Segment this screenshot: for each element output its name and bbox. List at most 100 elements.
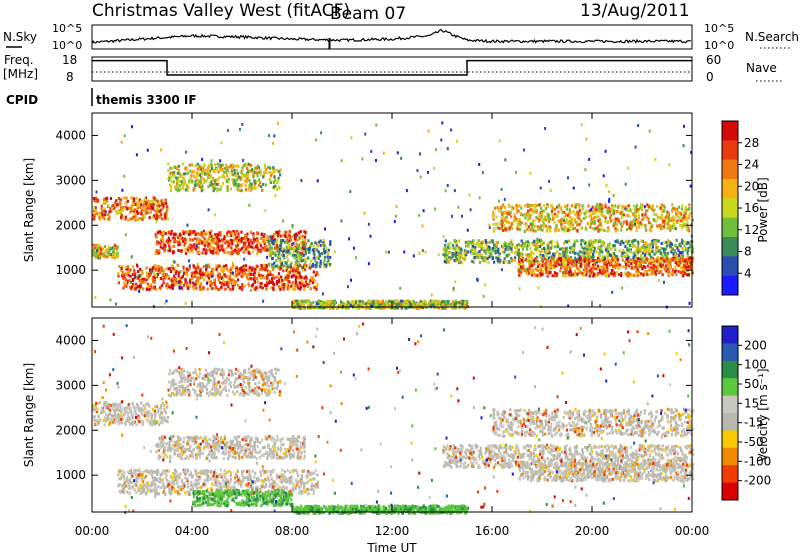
range-cell [208,281,211,285]
range-cell [576,210,579,214]
range-cell [118,200,121,204]
range-cell [629,248,632,252]
range-cell [600,248,603,252]
range-cell [199,276,203,280]
range-cell [576,228,579,232]
sky-left-label: N.Sky [3,30,37,44]
range-cell [211,239,215,243]
range-cell [480,256,483,260]
range-cell [192,271,195,275]
range-cell [260,263,263,267]
range-cell [625,251,628,255]
range-cell [274,184,277,188]
range-cell [210,164,213,167]
range-cell [126,218,130,222]
range-cell [164,198,167,202]
range-cell [163,248,166,252]
range-cell [593,249,596,253]
range-cell [606,253,609,257]
freq-left-tick-bottom: 8 [66,70,74,84]
range-cell [516,244,519,247]
range-cell [656,204,659,208]
range-cell [309,243,313,247]
range-cell [550,246,553,250]
range-cell [292,300,295,303]
range-cell [154,251,157,255]
range-cell [666,270,669,274]
range-cell [192,281,195,285]
range-cell [290,284,293,288]
freq-panel: Freq. [MHz] 18 8 60 0 Nave [3,53,782,84]
range-cell [298,236,301,240]
range-cell [280,282,284,285]
range-cell [319,259,322,263]
range-cell [588,261,591,265]
range-cell [267,239,270,243]
range-cell [310,302,313,305]
range-cell [278,257,281,261]
range-cell [244,180,247,183]
range-cell [444,239,447,243]
range-cell [103,254,106,258]
range-cell [395,299,398,303]
range-cell [555,264,558,268]
range-cell [191,231,194,235]
range-cell [551,259,554,263]
range-cell [563,210,566,214]
range-cell [585,273,588,277]
range-cell [229,251,232,255]
range-cell [592,255,595,259]
range-cell [635,208,638,212]
range-cell [553,259,556,263]
range-cell [186,283,189,287]
range-cell [502,229,505,233]
range-cell [444,251,447,255]
range-cell [294,278,297,282]
range-cell [185,267,189,271]
range-cell [573,269,576,273]
range-cell [176,189,179,193]
range-cell [236,269,239,273]
range-cell [194,233,197,237]
range-cell [273,261,276,265]
range-cell [235,244,238,248]
range-cell [648,221,651,225]
range-cell [567,259,570,263]
range-cell [249,189,252,192]
range-cell [534,208,537,212]
range-cell [204,241,207,245]
range-cell [210,287,213,290]
range-cell [227,230,230,234]
range-cell [526,203,529,207]
range-cell [173,244,176,248]
range-cell [449,258,452,261]
range-cell [158,230,161,234]
range-cell [502,214,505,218]
range-cell [207,166,210,170]
range-cell [196,162,199,166]
range-cell [618,249,621,253]
range-cell [560,209,563,212]
range-cell [610,247,613,251]
range-cell [453,252,456,256]
range-cell [270,286,273,290]
range-cell [588,209,591,213]
range-cell [555,274,558,278]
range-cell [315,271,319,275]
range-cell [571,218,574,222]
range-cell [193,243,196,247]
range-cell [480,248,483,251]
range-cell [291,235,294,238]
range-cell [316,272,319,276]
range-cell [217,245,220,248]
range-cell [569,260,572,264]
range-cell [508,243,511,246]
freq-label-1: Freq. [4,53,34,67]
range-cell [462,257,465,260]
range-cell [177,271,181,275]
range-cell [533,239,536,243]
range-cell [96,246,99,250]
range-cell [504,244,507,247]
range-cell [278,259,281,263]
range-cell [240,247,244,250]
